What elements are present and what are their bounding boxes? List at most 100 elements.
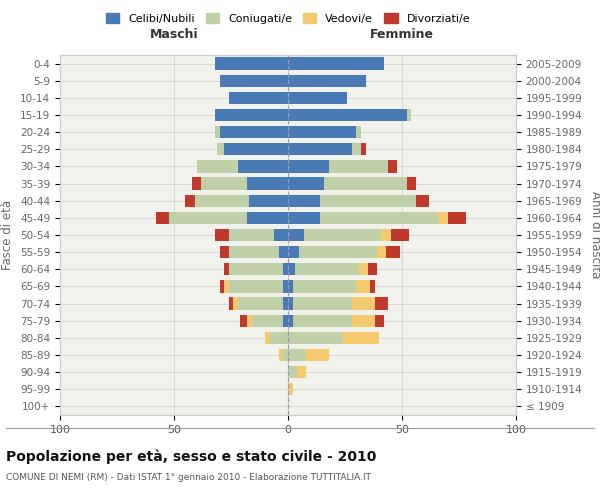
Bar [288, 92, 347, 104]
Bar [202, 178, 247, 190]
Bar [439, 212, 448, 224]
Bar [156, 212, 169, 224]
Bar [224, 263, 229, 276]
Bar [352, 314, 374, 327]
Bar [356, 126, 361, 138]
Text: COMUNE DI NEMI (RM) - Dati ISTAT 1° gennaio 2010 - Elaborazione TUTTITALIA.IT: COMUNE DI NEMI (RM) - Dati ISTAT 1° genn… [6, 472, 371, 482]
Bar [304, 229, 382, 241]
Bar [343, 332, 379, 344]
Bar [295, 263, 359, 276]
Bar [370, 280, 374, 292]
Bar [329, 160, 388, 172]
Bar [288, 109, 407, 121]
Bar [407, 109, 411, 121]
Bar [229, 280, 283, 292]
Bar [288, 332, 343, 344]
Bar [288, 280, 293, 292]
Bar [388, 160, 397, 172]
Bar [229, 92, 288, 104]
Bar [391, 229, 409, 241]
Text: Popolazione per età, sesso e stato civile - 2010: Popolazione per età, sesso e stato civil… [6, 450, 376, 464]
Bar [306, 349, 329, 361]
Bar [288, 160, 329, 172]
Bar [279, 349, 283, 361]
Bar [325, 178, 407, 190]
Text: Femmine: Femmine [370, 28, 434, 40]
Bar [288, 263, 295, 276]
Bar [299, 246, 377, 258]
Bar [247, 314, 251, 327]
Bar [251, 314, 283, 327]
Bar [215, 126, 220, 138]
Bar [215, 229, 229, 241]
Bar [288, 229, 304, 241]
Bar [215, 109, 288, 121]
Bar [288, 126, 356, 138]
Bar [416, 194, 430, 207]
Bar [288, 298, 293, 310]
Bar [224, 143, 288, 156]
Bar [448, 212, 466, 224]
Bar [224, 280, 229, 292]
Bar [288, 74, 365, 87]
Bar [270, 332, 288, 344]
Bar [197, 160, 238, 172]
Bar [240, 314, 247, 327]
Y-axis label: Anni di nascita: Anni di nascita [589, 192, 600, 278]
Bar [293, 314, 352, 327]
Bar [293, 298, 352, 310]
Bar [374, 298, 388, 310]
Bar [192, 178, 202, 190]
Bar [238, 160, 288, 172]
Bar [288, 143, 352, 156]
Bar [279, 246, 288, 258]
Bar [215, 58, 288, 70]
Bar [217, 143, 224, 156]
Bar [185, 194, 194, 207]
Bar [274, 229, 288, 241]
Bar [265, 332, 270, 344]
Bar [288, 58, 384, 70]
Bar [238, 298, 283, 310]
Bar [247, 178, 288, 190]
Bar [377, 246, 386, 258]
Bar [283, 263, 288, 276]
Bar [386, 246, 400, 258]
Bar [229, 246, 279, 258]
Legend: Celibi/Nubili, Coniugati/e, Vedovi/e, Divorziati/e: Celibi/Nubili, Coniugati/e, Vedovi/e, Di… [103, 10, 473, 28]
Bar [407, 178, 416, 190]
Text: Maschi: Maschi [149, 28, 199, 40]
Bar [352, 298, 374, 310]
Bar [293, 280, 356, 292]
Bar [382, 229, 391, 241]
Bar [288, 178, 325, 190]
Bar [288, 246, 299, 258]
Bar [356, 280, 370, 292]
Bar [194, 194, 249, 207]
Bar [249, 194, 288, 207]
Bar [359, 263, 368, 276]
Bar [288, 383, 293, 396]
Y-axis label: Fasce di età: Fasce di età [1, 200, 14, 270]
Bar [361, 143, 365, 156]
Bar [288, 314, 293, 327]
Bar [374, 314, 384, 327]
Bar [169, 212, 247, 224]
Bar [352, 143, 361, 156]
Bar [229, 298, 233, 310]
Bar [320, 194, 416, 207]
Bar [297, 366, 306, 378]
Bar [283, 349, 288, 361]
Bar [288, 349, 306, 361]
Bar [220, 246, 229, 258]
Bar [229, 229, 274, 241]
Bar [220, 280, 224, 292]
Bar [283, 280, 288, 292]
Bar [283, 298, 288, 310]
Bar [368, 263, 377, 276]
Bar [220, 126, 288, 138]
Bar [283, 314, 288, 327]
Bar [229, 263, 283, 276]
Bar [288, 366, 297, 378]
Bar [220, 74, 288, 87]
